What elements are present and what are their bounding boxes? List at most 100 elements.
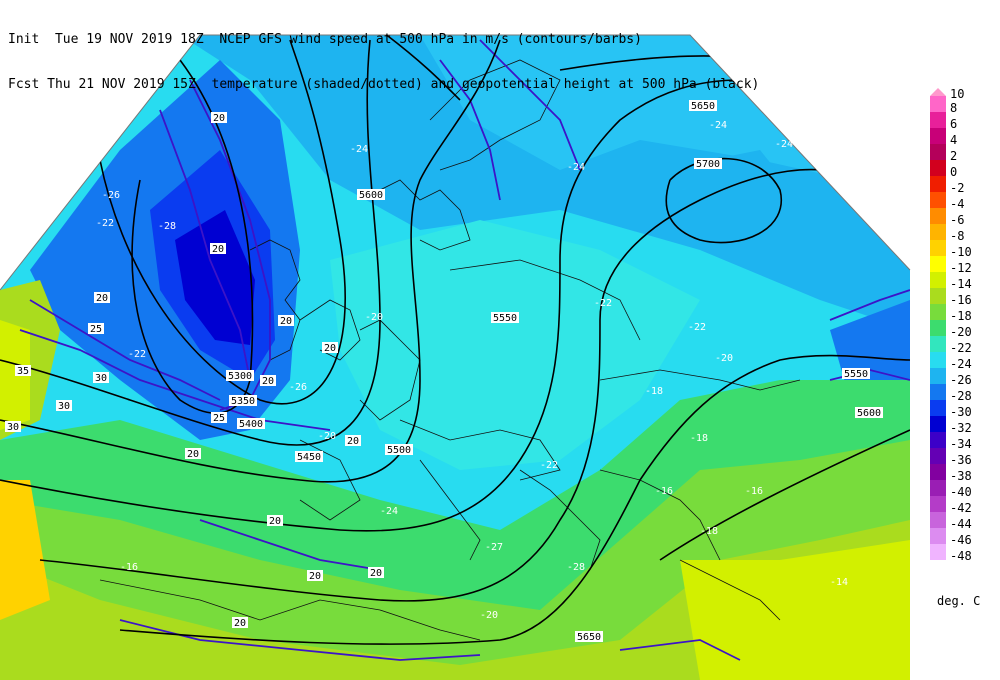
legend-swatch [930, 480, 946, 496]
legend-entry: -22 [930, 336, 1000, 355]
legend-swatch [930, 208, 946, 224]
temp-label: -20 [715, 353, 733, 364]
legend-units: deg. C [937, 594, 981, 608]
svg-text:5700: 5700 [696, 159, 720, 170]
height-label-group: 5300 5350 5400 5450 5500 5550 5600 5650 … [226, 100, 883, 643]
legend-swatch [930, 512, 946, 528]
legend-entry: 6 [930, 112, 1000, 131]
legend-swatch [930, 528, 946, 544]
temp-label: -24 [350, 144, 368, 155]
height-contours [0, 35, 910, 645]
legend-label: -32 [950, 421, 972, 435]
wind-label: 30 [5, 421, 21, 433]
svg-text:30: 30 [58, 401, 70, 412]
legend-swatch [930, 96, 946, 112]
height-label: 5550 [842, 368, 870, 380]
legend-label: 8 [950, 101, 958, 115]
legend-top-label: 10 [950, 87, 965, 101]
wind-label: 20 [260, 375, 276, 387]
legend-entry: -8 [930, 224, 1000, 243]
legend-entry: -40 [930, 480, 1000, 499]
legend-entry: -30 [930, 400, 1000, 419]
legend-swatch [930, 464, 946, 480]
legend-swatch [930, 112, 946, 128]
svg-text:5300: 5300 [228, 371, 252, 382]
temp-label: -26 [102, 190, 120, 201]
legend-label: -36 [950, 453, 972, 467]
legend-label: -14 [950, 277, 972, 291]
svg-text:20: 20 [213, 113, 225, 124]
header-init-line: Init Tue 19 NOV 2019 18Z NCEP GFS wind s… [8, 32, 642, 47]
legend-entry: -20 [930, 320, 1000, 339]
legend-label: -24 [950, 357, 972, 371]
temp-label: -20 [365, 312, 383, 323]
legend-entry: -32 [930, 416, 1000, 435]
height-label: 5600 [855, 407, 883, 419]
legend-label: -4 [950, 197, 965, 211]
legend-swatch [930, 448, 946, 464]
wind-label: 20 [322, 342, 338, 354]
legend-label: -16 [950, 293, 972, 307]
wind-label: 30 [56, 400, 72, 412]
wind-label: 20 [94, 292, 110, 304]
legend-entry: -10 [930, 240, 1000, 259]
legend-entry: -14 [930, 272, 1000, 291]
temp-label: -28 [158, 221, 176, 232]
height-label: 5300 [226, 370, 254, 382]
legend-label: 4 [950, 133, 958, 147]
svg-text:5650: 5650 [577, 632, 601, 643]
legend-swatch [930, 368, 946, 384]
legend-swatch [930, 176, 946, 192]
legend-swatch [930, 256, 946, 272]
legend-entry: -2 [930, 176, 1000, 195]
chart-header: Init Tue 19 NOV 2019 18Z NCEP GFS wind s… [8, 2, 759, 107]
legend-entry: -6 [930, 208, 1000, 227]
wind-label: 30 [93, 372, 109, 384]
legend-swatch [930, 336, 946, 352]
header-forecast-line: Fcst Thu 21 NOV 2019 15Z temperature (sh… [8, 77, 760, 92]
height-label: 5650 [575, 631, 603, 643]
legend-entry: -46 [930, 528, 1000, 547]
svg-text:5500: 5500 [387, 445, 411, 456]
legend-swatch [930, 144, 946, 160]
temp-label: -22 [594, 298, 612, 309]
legend-swatch [930, 272, 946, 288]
legend-label: -18 [950, 309, 972, 323]
wind-label: 20 [345, 435, 361, 447]
height-label: 5700 [694, 158, 722, 170]
svg-text:5600: 5600 [857, 408, 881, 419]
wind-label: 20 [210, 243, 226, 255]
legend-entry: 2 [930, 144, 1000, 163]
temp-label: -24 [567, 162, 585, 173]
wind-label: 20 [368, 567, 384, 579]
legend-swatch [930, 160, 946, 176]
legend-swatch [930, 352, 946, 368]
temp-label: -24 [380, 506, 398, 517]
svg-text:20: 20 [309, 571, 321, 582]
svg-text:5600: 5600 [359, 190, 383, 201]
temp-label: -28 [567, 562, 585, 573]
svg-text:20: 20 [370, 568, 382, 579]
legend-entry: 8 [930, 96, 1000, 115]
legend-swatch [930, 224, 946, 240]
legend-entry: -42 [930, 496, 1000, 515]
legend-entry: 0 [930, 160, 1000, 179]
legend-label: -30 [950, 405, 972, 419]
legend-label: -20 [950, 325, 972, 339]
svg-text:20: 20 [187, 449, 199, 460]
legend-label: -34 [950, 437, 972, 451]
wind-label: 20 [267, 515, 283, 527]
legend-label: -26 [950, 373, 972, 387]
temp-label: -24 [775, 139, 793, 150]
svg-text:5550: 5550 [493, 313, 517, 324]
legend-entry: -44 [930, 512, 1000, 531]
svg-text:25: 25 [213, 413, 225, 424]
legend-label: 2 [950, 149, 958, 163]
legend-entry: -4 [930, 192, 1000, 211]
height-label: 5450 [295, 451, 323, 463]
temp-label: -18 [690, 433, 708, 444]
wind-label: 20 [232, 617, 248, 629]
svg-text:30: 30 [95, 373, 107, 384]
legend-entry: -12 [930, 256, 1000, 275]
